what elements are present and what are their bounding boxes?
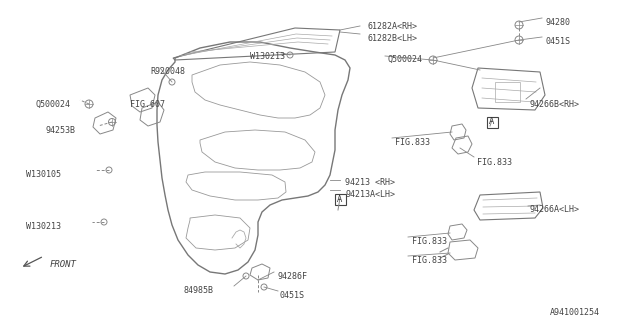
Text: 0451S: 0451S: [546, 37, 571, 46]
Text: 61282B<LH>: 61282B<LH>: [368, 34, 418, 43]
Text: Q500024: Q500024: [388, 55, 423, 64]
Text: W130213: W130213: [250, 52, 285, 61]
Text: 0451S: 0451S: [280, 291, 305, 300]
Text: W130105: W130105: [26, 170, 61, 179]
Bar: [486, 116, 497, 127]
Text: A: A: [337, 195, 342, 204]
Text: 94213A<LH>: 94213A<LH>: [345, 190, 395, 199]
Text: 94266A<LH>: 94266A<LH>: [530, 205, 580, 214]
Text: R920048: R920048: [150, 67, 185, 76]
Text: FRONT: FRONT: [50, 260, 77, 269]
Bar: [335, 194, 346, 204]
Text: 84985B: 84985B: [184, 286, 214, 295]
Text: A941001254: A941001254: [550, 308, 600, 317]
Text: FIG.833: FIG.833: [395, 138, 430, 147]
Text: 94286F: 94286F: [277, 272, 307, 281]
Text: 94266B<RH>: 94266B<RH>: [530, 100, 580, 109]
Text: 94213 <RH>: 94213 <RH>: [345, 178, 395, 187]
Text: FIG.607: FIG.607: [130, 100, 165, 109]
Text: A: A: [490, 117, 495, 126]
Text: 94253B: 94253B: [46, 126, 76, 135]
Text: 61282A<RH>: 61282A<RH>: [368, 22, 418, 31]
Text: W130213: W130213: [26, 222, 61, 231]
Text: Q500024: Q500024: [36, 100, 71, 109]
Text: FIG.833: FIG.833: [477, 158, 512, 167]
Text: FIG.833: FIG.833: [412, 256, 447, 265]
Text: FIG.833: FIG.833: [412, 237, 447, 246]
Text: 94280: 94280: [546, 18, 571, 27]
